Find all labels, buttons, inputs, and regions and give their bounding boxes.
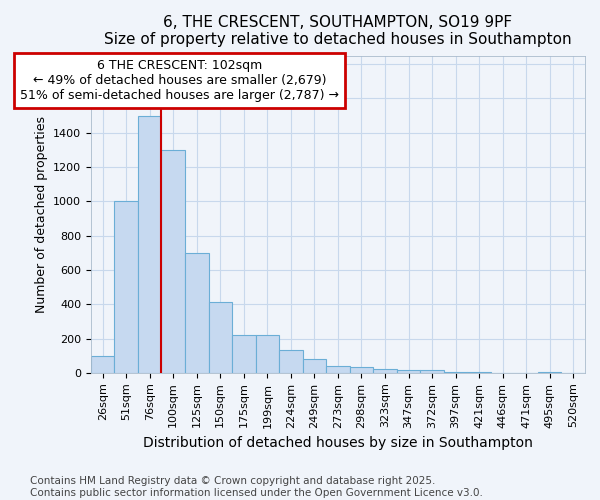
Bar (209, 302, 232, 373)
Text: Contains HM Land Registry data © Crown copyright and database right 2025.
Contai: Contains HM Land Registry data © Crown c… (30, 476, 483, 498)
Bar (232, 335, 256, 373)
Bar (115, 202, 138, 373)
Bar (138, 116, 161, 373)
X-axis label: Distribution of detached houses by size in Southampton: Distribution of detached houses by size … (143, 436, 533, 450)
Y-axis label: Number of detached properties: Number of detached properties (35, 116, 47, 312)
Title: 6, THE CRESCENT, SOUTHAMPTON, SO19 9PF
Size of property relative to detached hou: 6, THE CRESCENT, SOUTHAMPTON, SO19 9PF S… (104, 15, 572, 48)
Bar (279, 350, 302, 373)
Bar (350, 367, 373, 373)
Bar (397, 370, 421, 373)
Text: 6 THE CRESCENT: 102sqm
← 49% of detached houses are smaller (2,679)
51% of semi-: 6 THE CRESCENT: 102sqm ← 49% of detached… (20, 59, 339, 102)
Bar (326, 366, 350, 373)
Bar (373, 370, 397, 373)
Bar (302, 359, 326, 373)
Bar (256, 335, 279, 373)
Bar (185, 253, 209, 373)
Bar (421, 370, 444, 373)
Bar (467, 372, 491, 373)
Bar (91, 356, 115, 373)
Bar (444, 372, 467, 373)
Bar (538, 372, 562, 373)
Bar (161, 150, 185, 373)
